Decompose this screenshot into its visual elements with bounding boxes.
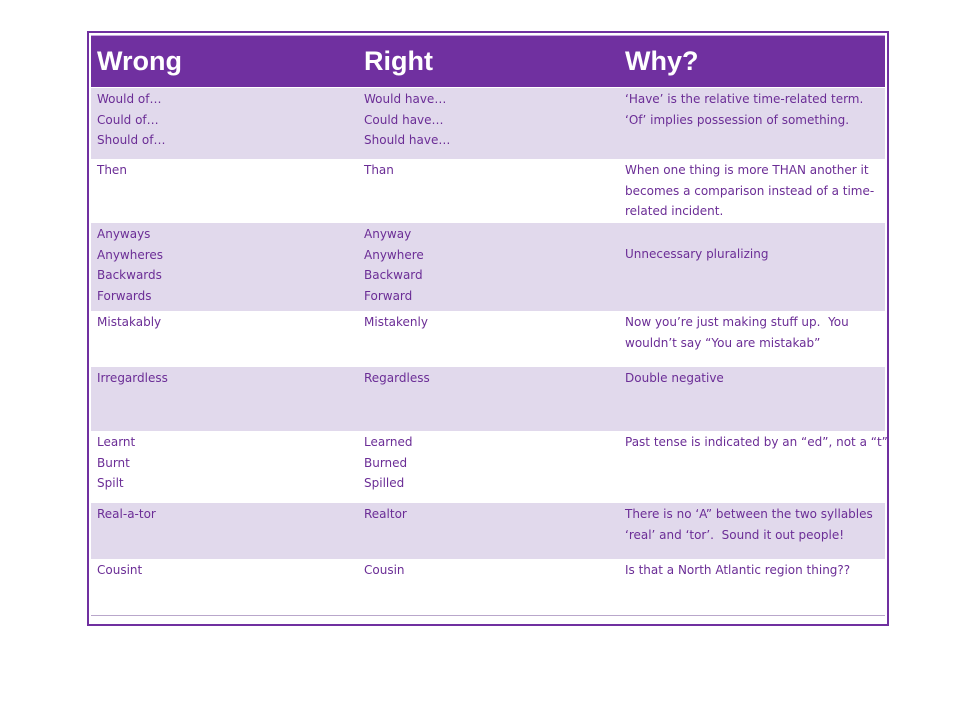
cell-why: Past tense is indicated by an “ed”, not … [625, 435, 888, 449]
cell-why: Now you’re just making stuff up. You wou… [625, 315, 849, 350]
cell-wrong: Cousint [97, 563, 143, 577]
cell-right: Would have… Could have… Should have… [364, 92, 451, 147]
table-row: Irregardless Regardless Double negative [91, 367, 885, 431]
cell-right: Regardless [364, 371, 430, 385]
cell-right: Learned Burned Spilled [364, 435, 413, 490]
header-right: Right [364, 46, 433, 76]
table-row: Then Than When one thing is more THAN an… [91, 159, 885, 223]
cell-right: Cousin [364, 563, 405, 577]
table-row: Cousint Cousin Is that a North Atlantic … [91, 559, 885, 615]
grammar-table: Wrong Right Why? Would of… Could of… Sho… [87, 31, 889, 626]
cell-right: Realtor [364, 507, 407, 521]
cell-why: When one thing is more THAN another it b… [625, 163, 875, 218]
cell-why: There is no ‘A” between the two syllable… [625, 507, 873, 542]
cell-wrong: Anyways Anywheres Backwards Forwards [97, 227, 164, 303]
cell-right: Anyway Anywhere Backward Forward [364, 227, 424, 303]
cell-why: Is that a North Atlantic region thing?? [625, 563, 851, 577]
header-wrong: Wrong [97, 46, 182, 76]
cell-why: Double negative [625, 371, 724, 385]
cell-wrong: Would of… Could of… Should of… [97, 92, 166, 147]
table-row: Real-a-tor Realtor There is no ‘A” betwe… [91, 503, 885, 559]
cell-wrong: Learnt Burnt Spilt [97, 435, 136, 490]
cell-wrong: Irregardless [97, 371, 168, 385]
table-row: Anyways Anywheres Backwards Forwards Any… [91, 223, 885, 311]
cell-wrong: Real-a-tor [97, 507, 156, 521]
cell-right: Mistakenly [364, 315, 428, 329]
table-row: Would of… Could of… Should of… Would hav… [91, 88, 885, 159]
table-row: Learnt Burnt Spilt Learned Burned Spille… [91, 431, 888, 503]
cell-why: Unnecessary pluralizing [625, 247, 769, 261]
table-row: Mistakably Mistakenly Now you’re just ma… [91, 311, 885, 367]
cell-wrong: Mistakably [97, 315, 162, 329]
header-why: Why? [625, 46, 699, 76]
table-bottom-rule [91, 615, 885, 616]
cell-why: ‘Have’ is the relative time-related term… [625, 92, 864, 127]
cell-right: Than [364, 163, 394, 177]
cell-wrong: Then [97, 163, 127, 177]
table-header: Wrong Right Why? [91, 35, 885, 87]
